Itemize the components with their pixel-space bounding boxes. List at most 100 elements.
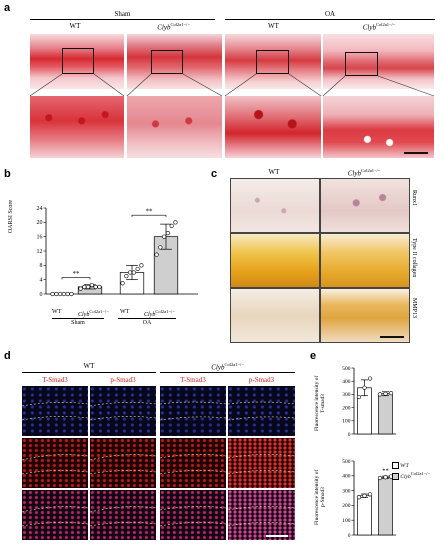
ihc-col2-ko bbox=[320, 233, 410, 288]
if-dapi-ko-2 bbox=[228, 386, 295, 436]
y-tick-label: 400 bbox=[342, 379, 351, 385]
y-tick-label: 4 bbox=[40, 277, 43, 283]
group-header-oa: OA bbox=[324, 10, 336, 18]
row-label-mmp13: MMP13 bbox=[411, 298, 417, 319]
panel-label-a: a bbox=[4, 2, 11, 14]
zoom-box-oa-wt bbox=[256, 50, 289, 74]
y-tick-label: 100 bbox=[342, 518, 351, 524]
ihc-mmp13-wt bbox=[230, 288, 320, 343]
group-header-sham: Sham bbox=[114, 10, 131, 18]
data-point bbox=[162, 234, 167, 239]
if-dapi-ko-1 bbox=[160, 386, 226, 436]
y-axis-label-e-bottom: Fluorescence intensity of p-Smad3 bbox=[314, 469, 326, 526]
y-axis-label-b: OARSI Score bbox=[8, 200, 14, 234]
data-point bbox=[61, 291, 66, 297]
x-tick-sham-wt: WT bbox=[52, 309, 62, 315]
y-tick-label: 100 bbox=[342, 419, 351, 425]
row-label-col2: Type II collagen bbox=[411, 238, 417, 278]
ihc-runx1-wt bbox=[230, 178, 320, 233]
data-point bbox=[158, 245, 163, 250]
data-point bbox=[383, 391, 388, 396]
histology-oa-wt bbox=[225, 34, 321, 89]
data-point bbox=[377, 475, 383, 481]
group-divider-oa bbox=[225, 19, 435, 20]
significance-bracket bbox=[131, 214, 167, 218]
row-label-runx1: Runx1 bbox=[411, 190, 417, 207]
data-point bbox=[78, 286, 83, 291]
if-red-ko-2 bbox=[228, 438, 295, 488]
channel-label-3: T-Smad3 bbox=[180, 376, 206, 384]
x-tick-oa-ko: ClybCol2a1−/− bbox=[144, 309, 175, 318]
y-tick-label: 500 bbox=[342, 366, 351, 372]
panel-label-c: c bbox=[211, 168, 218, 180]
legend-swatch-ko bbox=[392, 472, 399, 480]
col-header-wt-c: WT bbox=[268, 168, 280, 176]
zoom-box-sham-wt bbox=[62, 48, 94, 74]
data-point bbox=[69, 291, 74, 297]
channel-label-2: p-Smad3 bbox=[110, 376, 136, 384]
col-header-wt-oa: WT bbox=[268, 22, 279, 30]
data-point bbox=[54, 291, 59, 297]
y-tick-label: 500 bbox=[342, 459, 351, 465]
data-point bbox=[128, 270, 133, 275]
y-tick-label: 0 bbox=[348, 533, 351, 539]
if-merge-wt-1 bbox=[22, 490, 88, 540]
bar bbox=[357, 495, 372, 536]
if-dapi-wt-2 bbox=[90, 386, 156, 436]
channel-label-4: p-Smad3 bbox=[248, 376, 275, 384]
col-header-ko-oa: ClybCol2a1−/− bbox=[362, 22, 396, 32]
if-merge-ko-2 bbox=[228, 490, 295, 540]
if-merge-ko-1 bbox=[160, 490, 226, 540]
group-line-oa-b bbox=[118, 318, 176, 319]
panel-label-b: b bbox=[4, 168, 11, 180]
legend-item-wt: WT bbox=[392, 462, 430, 470]
if-red-ko-1 bbox=[160, 438, 226, 488]
significance-label-e: ** bbox=[382, 467, 389, 474]
y-tick-label: 200 bbox=[342, 405, 351, 411]
histology-zoom-oa-ko bbox=[323, 96, 434, 158]
legend-swatch-wt bbox=[392, 462, 399, 469]
legend-item-ko: ClybCol2a1−/− bbox=[392, 470, 430, 481]
data-point bbox=[89, 282, 94, 288]
group-line-sham-b bbox=[52, 318, 104, 319]
data-point bbox=[82, 284, 87, 289]
data-point bbox=[356, 495, 362, 500]
bar-chart-psmad3: 0 100 200 300 400 500 ** bbox=[342, 459, 396, 539]
data-point bbox=[97, 284, 102, 289]
legend-e: WT ClybCol2a1−/− bbox=[392, 462, 430, 481]
panel-label-d: d bbox=[4, 350, 11, 362]
if-merge-wt-2 bbox=[90, 490, 156, 540]
bar-chart-tsmad3: 0 100 200 300 400 500 bbox=[342, 366, 396, 438]
histology-zoom-sham-wt bbox=[30, 96, 124, 158]
channel-label-1: T-Smad3 bbox=[42, 376, 68, 384]
y-tick-label: 20 bbox=[37, 220, 43, 226]
data-point bbox=[362, 385, 367, 390]
histology-sham-ko bbox=[127, 34, 222, 89]
if-red-wt-2 bbox=[90, 438, 156, 488]
col-header-ko-c: ClybCol2a1−/− bbox=[347, 168, 381, 178]
group-header-ko-d: ClybCol2a1−/− bbox=[211, 362, 244, 372]
zoom-box-oa-ko bbox=[345, 52, 378, 76]
col-header-ko: ClybCol2a1−/− bbox=[157, 22, 190, 32]
x-tick-oa-wt: WT bbox=[120, 309, 130, 315]
ihc-runx1-ko bbox=[320, 178, 410, 233]
data-point bbox=[367, 492, 373, 497]
zoom-box-sham-ko bbox=[151, 50, 183, 74]
data-point bbox=[388, 390, 394, 396]
histology-zoom-oa-wt bbox=[225, 96, 321, 158]
scale-bar-c bbox=[380, 336, 404, 338]
ihc-col2-wt bbox=[230, 233, 320, 288]
zoom-connectors bbox=[29, 73, 435, 97]
data-point bbox=[367, 376, 373, 381]
y-tick-label: 200 bbox=[342, 503, 351, 509]
data-point bbox=[356, 394, 362, 400]
bar bbox=[378, 476, 393, 536]
y-axis-label-e-top: Fluorescence intensity of T-smad3 bbox=[314, 375, 326, 431]
tidemark-dashed-lines bbox=[21, 401, 296, 527]
data-point bbox=[139, 263, 144, 268]
bar-chart-oarsi: 0 4 8 12 16 20 24 ** ** bbox=[37, 206, 198, 297]
group-divider-wt-d bbox=[22, 372, 156, 373]
panel-label-e: e bbox=[310, 350, 317, 362]
histology-zoom-sham-ko bbox=[127, 96, 222, 158]
data-point bbox=[377, 392, 383, 397]
